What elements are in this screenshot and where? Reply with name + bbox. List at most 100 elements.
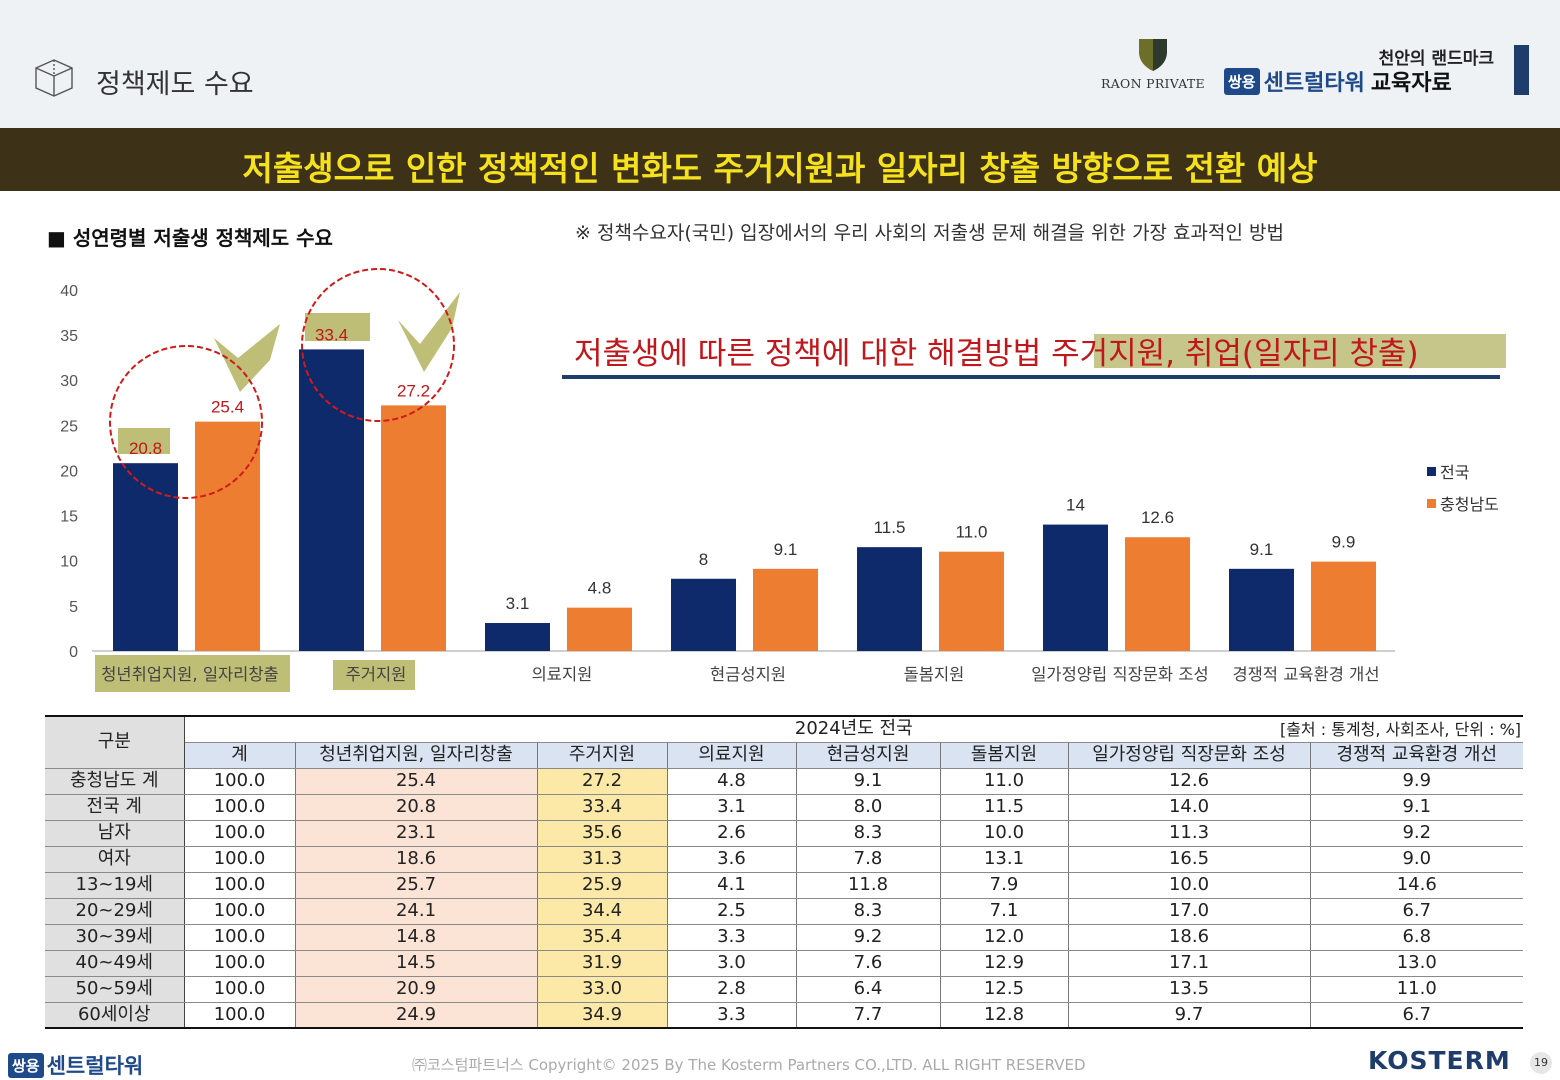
x-tick-label: 돌봄지원 — [904, 665, 965, 684]
y-tick-label: 30 — [60, 373, 78, 390]
headline-banner: 저출생으로 인한 정책적인 변화도 주거지원과 일자리 창출 방향으로 전환 예… — [0, 128, 1560, 191]
table-row-label: 남자 — [45, 820, 185, 847]
table-row: 20~29세 100.0 24.1 34.4 2.5 8.3 7.1 17.0 6.7 — [45, 898, 1524, 925]
table-cell: 6.7 — [1310, 898, 1524, 925]
legend-swatch — [1427, 466, 1436, 476]
bar-chungnam — [753, 568, 818, 651]
table-row-label: 50~59세 — [45, 976, 185, 1003]
table-cell: 100.0 — [184, 898, 296, 925]
table-cell: 34.9 — [537, 1002, 668, 1029]
y-tick-label: 5 — [69, 599, 78, 616]
table-cell: 33.4 — [537, 794, 668, 821]
table-cell: 3.0 — [667, 950, 797, 977]
bar-national — [1043, 524, 1108, 651]
table-cell: 100.0 — [184, 820, 296, 847]
table-cell: 3.6 — [667, 846, 797, 873]
table-cell: 2.5 — [667, 898, 797, 925]
table-cell: 25.9 — [537, 872, 668, 899]
table-cell: 31.3 — [537, 846, 668, 873]
table-cell: 4.8 — [667, 768, 797, 795]
table-column-header: 의료지원 — [667, 742, 797, 769]
callout-text: 저출생에 따른 정책에 대한 해결방법 주거지원, 취업(일자리 창출) — [574, 336, 1419, 372]
table-cell: 100.0 — [184, 846, 296, 873]
table-cell: 7.7 — [796, 1002, 941, 1029]
table-row: 40~49세 100.0 14.5 31.9 3.0 7.6 12.9 17.1 13.0 — [45, 950, 1524, 977]
brand-suffix: 교육자료 — [1370, 71, 1452, 96]
table-row: 여자 100.0 18.6 31.3 3.6 7.8 13.1 16.5 9.0 — [45, 846, 1524, 873]
table-row-label: 13~19세 — [45, 872, 185, 899]
bar-value-label: 11.5 — [874, 518, 906, 537]
table-row: 충청남도 계 100.0 25.4 27.2 4.8 9.1 11.0 12.6 9.9 — [45, 768, 1524, 795]
table-cell: 11.5 — [940, 794, 1069, 821]
table-cell: 24.1 — [295, 898, 538, 925]
table-cell: 12.8 — [940, 1002, 1069, 1029]
y-tick-label: 35 — [60, 328, 78, 345]
annotation-circle — [301, 268, 455, 422]
table-cell: 13.5 — [1068, 976, 1311, 1003]
table-cell: 10.0 — [940, 820, 1069, 847]
table-row-label: 60세이상 — [45, 1002, 185, 1029]
table-row-label: 40~49세 — [45, 950, 185, 977]
table-column-header: 주거지원 — [537, 742, 668, 769]
bar-chungnam — [195, 421, 260, 651]
table-row: 전국 계 100.0 20.8 33.4 3.1 8.0 11.5 14.0 9.1 — [45, 794, 1524, 821]
bar-national — [299, 349, 364, 651]
table-cell: 8.3 — [796, 820, 941, 847]
table-cell: 16.5 — [1068, 846, 1311, 873]
bar-value-label: 9.1 — [1250, 540, 1274, 559]
table-cell: 3.3 — [667, 924, 797, 951]
shield-logo-icon — [1139, 39, 1167, 71]
brand-logo: 쌍용 센트럴타워 교육자료 — [1224, 66, 1452, 96]
table-cell: 17.0 — [1068, 898, 1311, 925]
chart-note: ※ 정책수요자(국민) 입장에서의 우리 사회의 저출생 문제 해결을 위한 가… — [575, 222, 1284, 244]
raon-private-logo: RAON PRIVATE — [1094, 38, 1212, 94]
bar-national — [671, 578, 736, 651]
table-cell: 6.8 — [1310, 924, 1524, 951]
table-cell: 8.0 — [796, 794, 941, 821]
page-number: 19 — [1530, 1052, 1552, 1074]
cube-icon — [35, 59, 73, 97]
footer-brand-name: 센트럴타워 — [46, 1054, 144, 1078]
table-cell: 34.4 — [537, 898, 668, 925]
table-column-header: 청년취업지원, 일자리창출 — [295, 742, 538, 769]
table-row-label: 전국 계 — [45, 794, 185, 821]
category-highlight — [95, 655, 290, 692]
table-cell: 9.2 — [796, 924, 941, 951]
x-tick-label: 현금성지원 — [710, 665, 786, 684]
table-row: 50~59세 100.0 20.9 33.0 2.8 6.4 12.5 13.5 11.0 — [45, 976, 1524, 1003]
bar-chart: 0 5 10 15 20 25 30 35 40 20.8 33.4 3.1 8 11.5 14 9.1 25.… — [60, 268, 1395, 692]
table-cell: 8.3 — [796, 898, 941, 925]
table-cell: 100.0 — [184, 1002, 296, 1029]
table-row-label: 20~29세 — [45, 898, 185, 925]
bar-value-label: 11.0 — [956, 523, 988, 542]
table-cell: 100.0 — [184, 794, 296, 821]
y-tick-label: 25 — [60, 418, 78, 435]
table-cell: 27.2 — [537, 768, 668, 795]
table-cell: 6.7 — [1310, 1002, 1524, 1029]
bar-value-label: 27.2 — [397, 381, 430, 400]
table-cell: 17.1 — [1068, 950, 1311, 977]
bar-national — [857, 547, 922, 651]
bar-chungnam — [939, 551, 1004, 651]
table-cell: 3.1 — [667, 794, 797, 821]
table-cell: 14.6 — [1310, 872, 1524, 899]
table-cell: 9.2 — [1310, 820, 1524, 847]
table-cell: 9.7 — [1068, 1002, 1311, 1029]
table-cell: 12.9 — [940, 950, 1069, 977]
table-cell: 24.9 — [295, 1002, 538, 1029]
table-cell: 25.4 — [295, 768, 538, 795]
table-source: [출처 : 통계청, 사회조사, 단위 : %] — [1279, 720, 1522, 739]
table-cell: 13.0 — [1310, 950, 1524, 977]
table-body: 충청남도 계 100.0 25.4 27.2 4.8 9.1 11.0 12.6 9.9 전국 계… — [45, 768, 1524, 1029]
table-cell: 4.1 — [667, 872, 797, 899]
table-cell: 14.0 — [1068, 794, 1311, 821]
table-column-header: 일가정양립 직장문화 조성 — [1068, 742, 1311, 769]
bar-chungnam — [1311, 561, 1376, 651]
table-cell: 7.9 — [940, 872, 1069, 899]
brand-name: 센트럴타워 — [1263, 71, 1365, 96]
table-cell: 10.0 — [1068, 872, 1311, 899]
bar-value-label: 20.8 — [129, 439, 162, 458]
y-tick-label: 10 — [60, 554, 78, 571]
table-cell: 100.0 — [184, 950, 296, 977]
table-cell: 11.3 — [1068, 820, 1311, 847]
